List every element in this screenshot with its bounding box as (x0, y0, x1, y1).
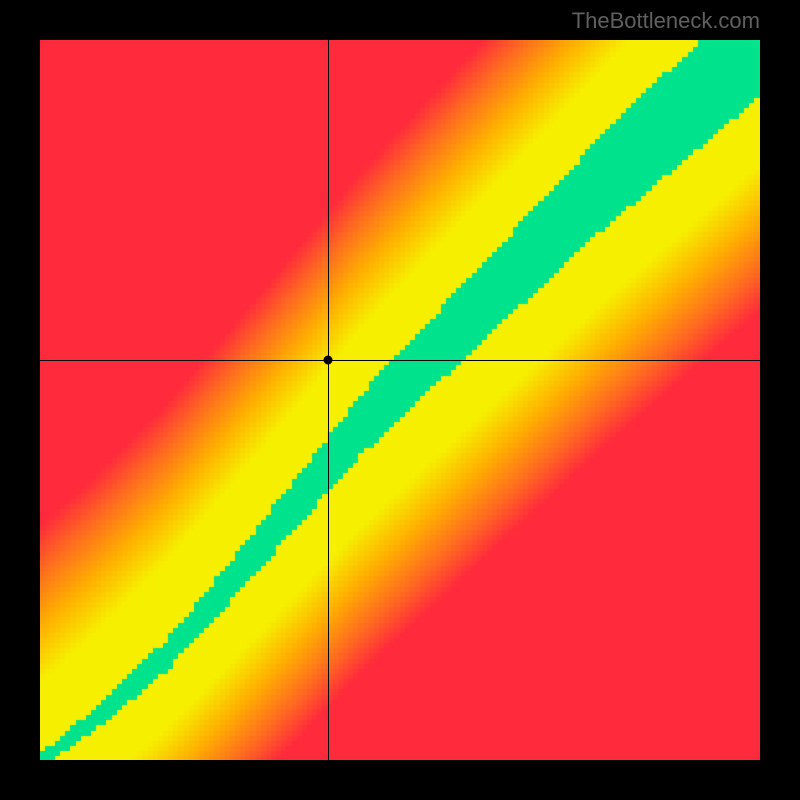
heatmap-plot (40, 40, 760, 760)
chart-container: TheBottleneck.com (0, 0, 800, 800)
data-point-marker (324, 356, 333, 365)
heatmap-canvas (40, 40, 760, 760)
watermark-text: TheBottleneck.com (572, 8, 760, 34)
crosshair-horizontal (40, 360, 760, 361)
crosshair-vertical (328, 40, 329, 760)
